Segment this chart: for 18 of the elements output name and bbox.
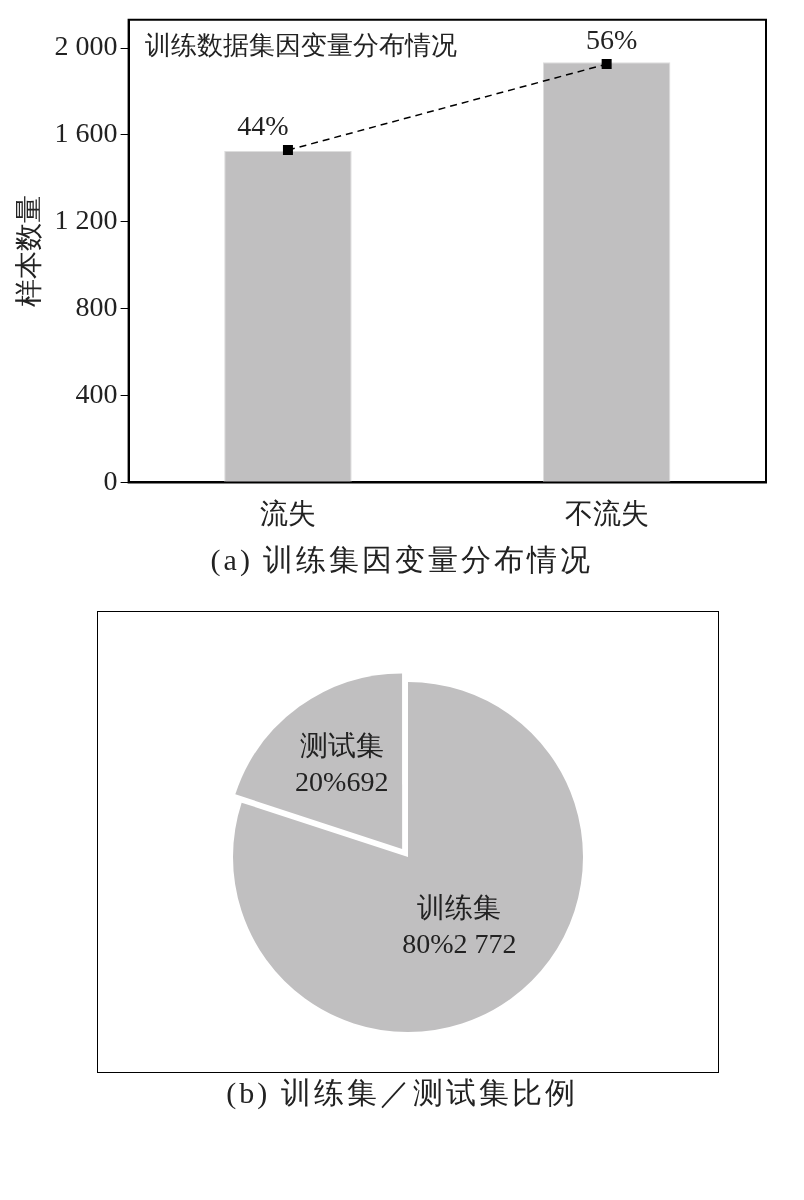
annotation: 44%	[237, 110, 289, 142]
annotation: 56%	[585, 24, 638, 56]
data-label: 20%692	[295, 765, 389, 797]
text: (a) 训练集因变量分布情况	[209, 542, 595, 578]
data-label: 80%2 772	[402, 928, 517, 960]
slice-label: 测试集	[299, 729, 384, 761]
y-tick-label: 0	[103, 464, 118, 496]
slice-label: 训练集	[417, 892, 502, 924]
text: (b) 训练集／测试集比例	[225, 1075, 579, 1111]
x-tick-label: 流失	[259, 497, 316, 529]
y-axis-title: 样本数量	[13, 195, 45, 308]
y-tick-label: 2 000	[54, 30, 118, 62]
y-tick-label: 400	[75, 377, 118, 409]
y-tick-label: 1 200	[54, 204, 118, 236]
x-tick-label: 不流失	[564, 497, 649, 529]
y-tick-label: 800	[75, 291, 118, 323]
y-tick-label: 1 600	[54, 117, 118, 149]
chart-title: 训练数据集因变量分布情况	[144, 30, 457, 60]
